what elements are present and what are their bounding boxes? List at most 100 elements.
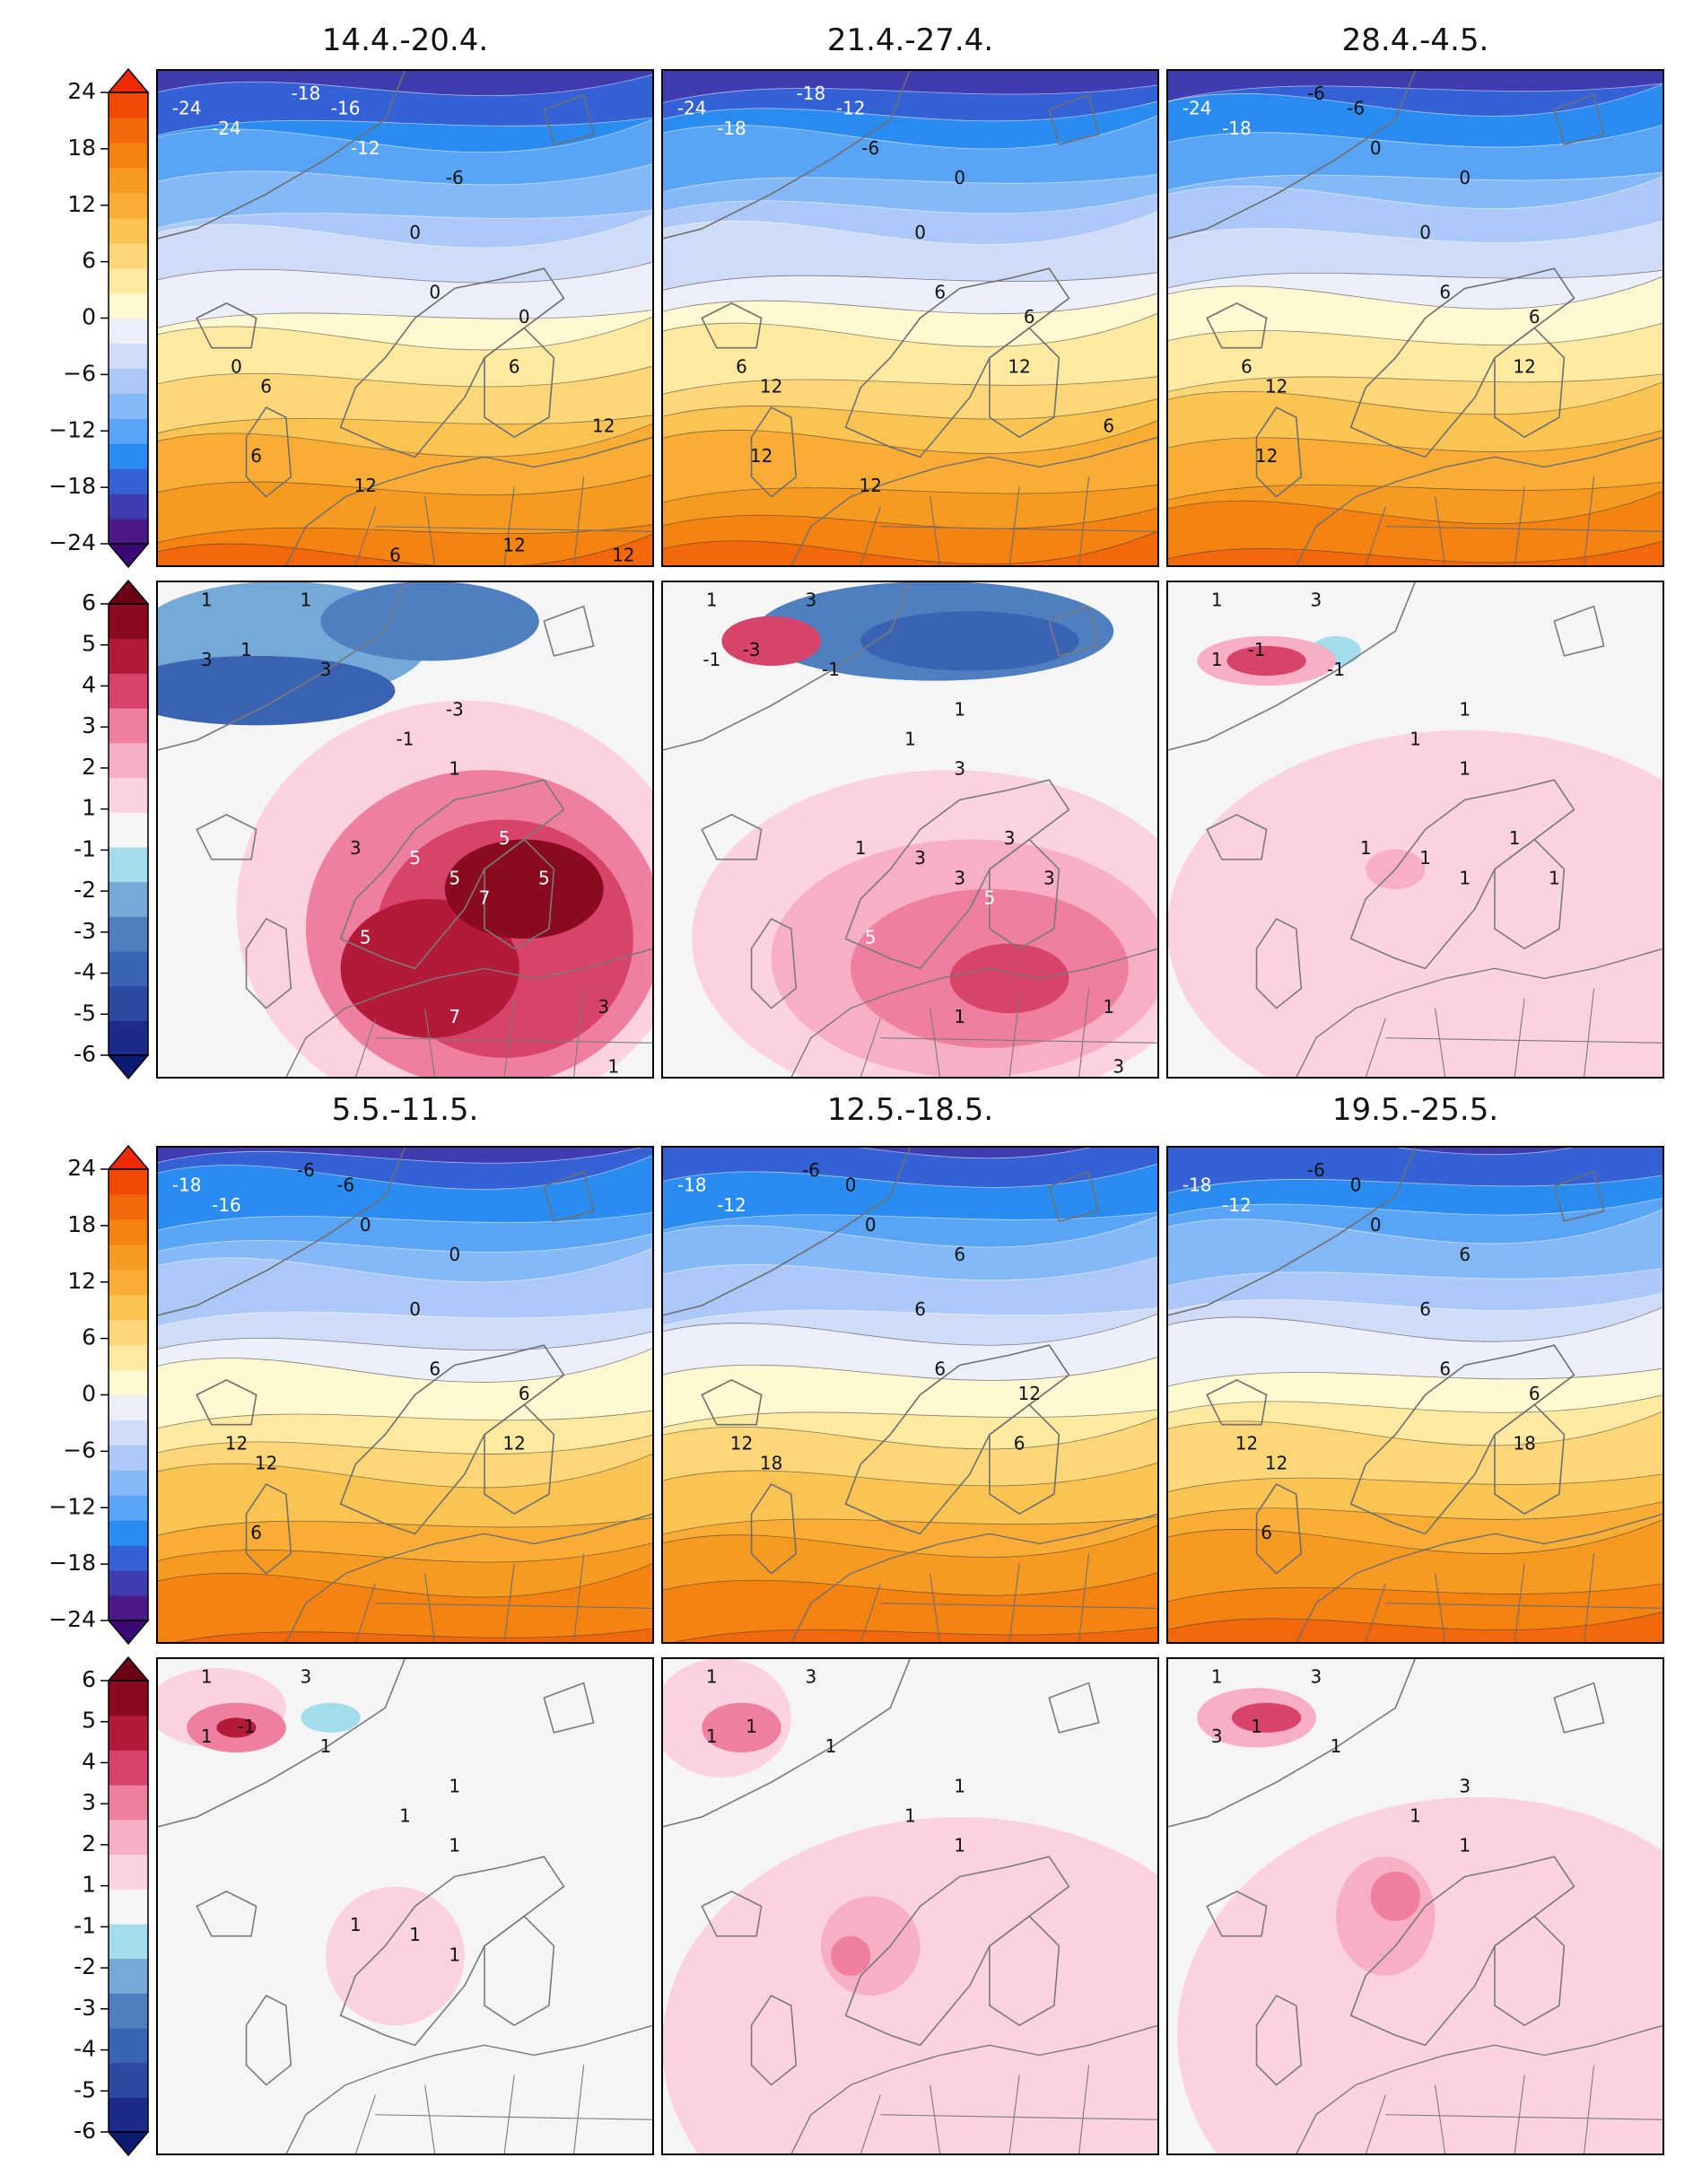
- temperature-contour-label: 6: [389, 544, 401, 565]
- anomaly-colorbar-segment: [109, 1819, 148, 1856]
- temperature-contour-label: 6: [1459, 1244, 1470, 1265]
- temperature-contour: [1167, 83, 1663, 102]
- panel-frame: [156, 69, 654, 567]
- country-border: [1385, 2115, 1663, 2120]
- temperature-contour-label: 0: [954, 167, 965, 188]
- anomaly-contour-label: -3: [446, 698, 464, 720]
- temperature-colorbar-tick-label: −24: [48, 1606, 96, 1632]
- temperature-contour: [157, 117, 653, 136]
- period-title: 21.4.-27.4.: [827, 22, 993, 58]
- country-border: [1366, 507, 1385, 566]
- iceland-outline: [1207, 303, 1266, 348]
- anomaly-contour-label: 1: [954, 1006, 965, 1027]
- temperature-colorbar-segment: [109, 343, 148, 369]
- temperature-contour-label: 6: [736, 355, 747, 377]
- country-border: [860, 1584, 880, 1643]
- temperature-colorbar-segment: [109, 1595, 148, 1621]
- anomaly-colorbar-segment: [109, 846, 148, 883]
- temperature-contour: [157, 524, 653, 544]
- temperature-contour-label: 6: [1439, 1358, 1451, 1379]
- anomaly-colorbar-tick-label: 5: [82, 631, 96, 657]
- anomaly-contour-label: 1: [1409, 1804, 1421, 1826]
- temperature-contour-label: -12: [717, 1194, 746, 1216]
- country-border: [375, 527, 653, 532]
- iceland-outline: [1207, 815, 1266, 860]
- anomaly-contour-label: 1: [954, 1775, 965, 1796]
- temperature-contour-label: 6: [914, 1298, 926, 1320]
- temperature-colorbar-segment: [109, 1294, 148, 1321]
- temperature-contour-label: -6: [336, 1175, 354, 1196]
- temperature-contour: [157, 474, 653, 496]
- temperature-contour-label: -18: [172, 1175, 202, 1196]
- country-border: [355, 1584, 375, 1643]
- anomaly-colorbar-tick-label: -6: [74, 2118, 96, 2144]
- period-title: 14.4.-20.4.: [322, 22, 488, 58]
- greenland-outline: [157, 70, 406, 239]
- anomaly-contour-label: 1: [1459, 1835, 1470, 1856]
- anomaly-contour-label: 5: [538, 867, 550, 888]
- country-border: [1009, 487, 1019, 566]
- svalbard-outline: [544, 607, 593, 656]
- temperature-colorbar-segment: [109, 1445, 148, 1471]
- temperature-contour-label: -18: [292, 83, 321, 104]
- anomaly-contour-label: 5: [499, 827, 511, 849]
- temperature-contour-label: -24: [212, 118, 241, 139]
- anomaly-colorbar: 6 5 4 3 2 1 -1 -2 -3 -4 -5 -6: [74, 579, 150, 1080]
- temperature-contour: [662, 1524, 1158, 1558]
- country-border: [574, 2065, 584, 2154]
- country-border: [355, 1018, 375, 1078]
- temperature-contour: [1167, 540, 1663, 563]
- country-border: [1514, 487, 1524, 566]
- temperature-contour-label: 12: [612, 544, 634, 565]
- anomaly-colorbar-tick-label: -2: [74, 1953, 96, 1979]
- country-border: [880, 527, 1158, 532]
- temperature-contour-label: 6: [509, 355, 520, 377]
- temperature-contour: [157, 214, 653, 249]
- anomaly-colorbar-segment: [109, 1889, 148, 1925]
- country-border: [1436, 1574, 1445, 1643]
- temperature-contour-label: 12: [255, 1452, 277, 1473]
- temperature-colorbar-segment: [109, 1495, 148, 1521]
- temperature-contour-label: -6: [861, 137, 879, 159]
- anomaly-colorbar-segment: [109, 1750, 148, 1786]
- scandinavia-outline: [1351, 1856, 1575, 2045]
- anomaly-contour-label: 1: [449, 1835, 460, 1856]
- temperature-colorbar-segment: [109, 217, 148, 244]
- finland-outline: [484, 328, 554, 438]
- anomaly-colorbar-extend-low: [107, 1054, 150, 1080]
- temperature-contour-label: 6: [1261, 1522, 1272, 1543]
- finland-outline: [1495, 1917, 1564, 2026]
- temperature-contour-label: -6: [1347, 98, 1365, 119]
- temperature-contour-label: -12: [1222, 1194, 1252, 1216]
- anomaly-contour-label: 1: [1459, 867, 1470, 888]
- temperature-contour: [157, 1562, 653, 1598]
- anomaly-contour-label: 1: [1211, 649, 1223, 670]
- temperature-contour: [157, 533, 653, 566]
- temperature-contour: [1167, 1292, 1663, 1312]
- temperature-contour: [157, 1331, 653, 1351]
- finland-outline: [990, 1917, 1059, 2026]
- temperature-contour-label: 12: [760, 375, 782, 397]
- temperature-contour: [157, 423, 653, 458]
- britain-outline: [247, 1996, 292, 2085]
- temperature-colorbar-tick-label: 24: [67, 1155, 96, 1181]
- temperature-contour-label: -24: [677, 98, 707, 119]
- anomaly-colorbar-tick-label: -4: [74, 2036, 96, 2062]
- temperature-contour: [1167, 490, 1663, 525]
- temperature-colorbar-segment: [109, 1520, 148, 1546]
- temperature-contour-label: -16: [331, 98, 361, 119]
- svalbard-outline: [1554, 607, 1603, 656]
- anomaly-colorbar-segment: [109, 916, 148, 952]
- anomaly-contour-label: 1: [1459, 758, 1470, 780]
- temperature-contour: [662, 1255, 1158, 1281]
- country-border: [1514, 2075, 1524, 2154]
- temperature-contour-label: 6: [1014, 1432, 1025, 1454]
- anomaly-warm-region: [949, 943, 1069, 1014]
- europe-coastline: [286, 2025, 653, 2154]
- temperature-contour: [1167, 1197, 1663, 1217]
- map-outlines: [662, 581, 1158, 1078]
- panel-frame: [661, 581, 1159, 1079]
- temperature-contour: [157, 1247, 653, 1283]
